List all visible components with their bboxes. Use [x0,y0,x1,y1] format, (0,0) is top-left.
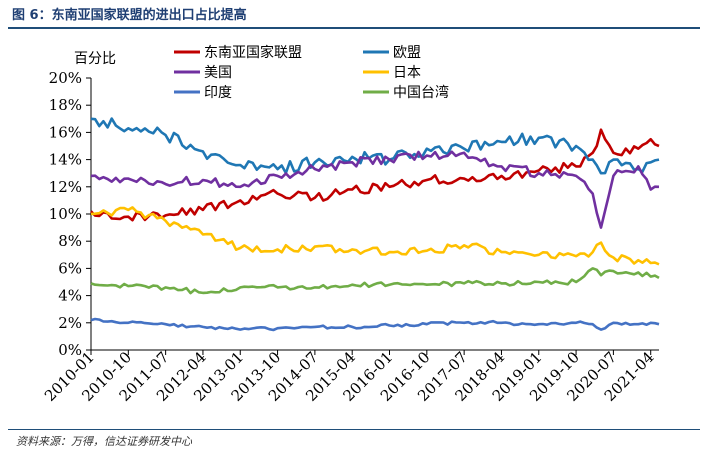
chart-axes: 0%2%4%6%8%10%12%14%16%18%20%百分比2010-0120… [41,51,659,405]
y-tick-label: 18% [49,96,82,114]
y-tick-label: 14% [49,151,82,169]
legend-label-1: 欧盟 [393,45,421,61]
series-line-1 [90,117,660,175]
source-rule [8,429,700,430]
source-note: 资料来源：万得，信达证券研发中心 [16,435,192,448]
series-line-0 [90,128,660,222]
line-chart: 0%2%4%6%8%10%12%14%16%18%20%百分比2010-0120… [41,44,660,405]
legend-label-2: 美国 [204,65,232,81]
y-tick-label: 0% [58,341,82,359]
y-tick-label: 2% [58,314,82,332]
series-line-4 [90,317,660,332]
series-line-5 [90,267,660,295]
y-tick-label: 16% [49,123,82,141]
y-tick-label: 10% [49,205,82,223]
legend-label-4: 印度 [204,85,232,101]
y-axis-unit-label: 百分比 [74,51,116,67]
y-tick-label: 6% [58,259,82,277]
legend-label-3: 日本 [393,65,421,81]
figure-title: 图 6：东南亚国家联盟的进出口占比提高 [12,8,247,23]
series-layer [90,117,660,332]
title-rule [8,27,700,29]
legend-label-0: 东南亚国家联盟 [204,44,302,61]
legend-label-5: 中国台湾 [393,84,449,101]
series-line-2 [90,150,660,229]
y-tick-label: 8% [58,232,82,250]
series-line-3 [90,206,660,266]
y-tick-label: 20% [49,69,82,87]
y-tick-label: 4% [58,287,82,305]
y-tick-label: 12% [49,178,82,196]
